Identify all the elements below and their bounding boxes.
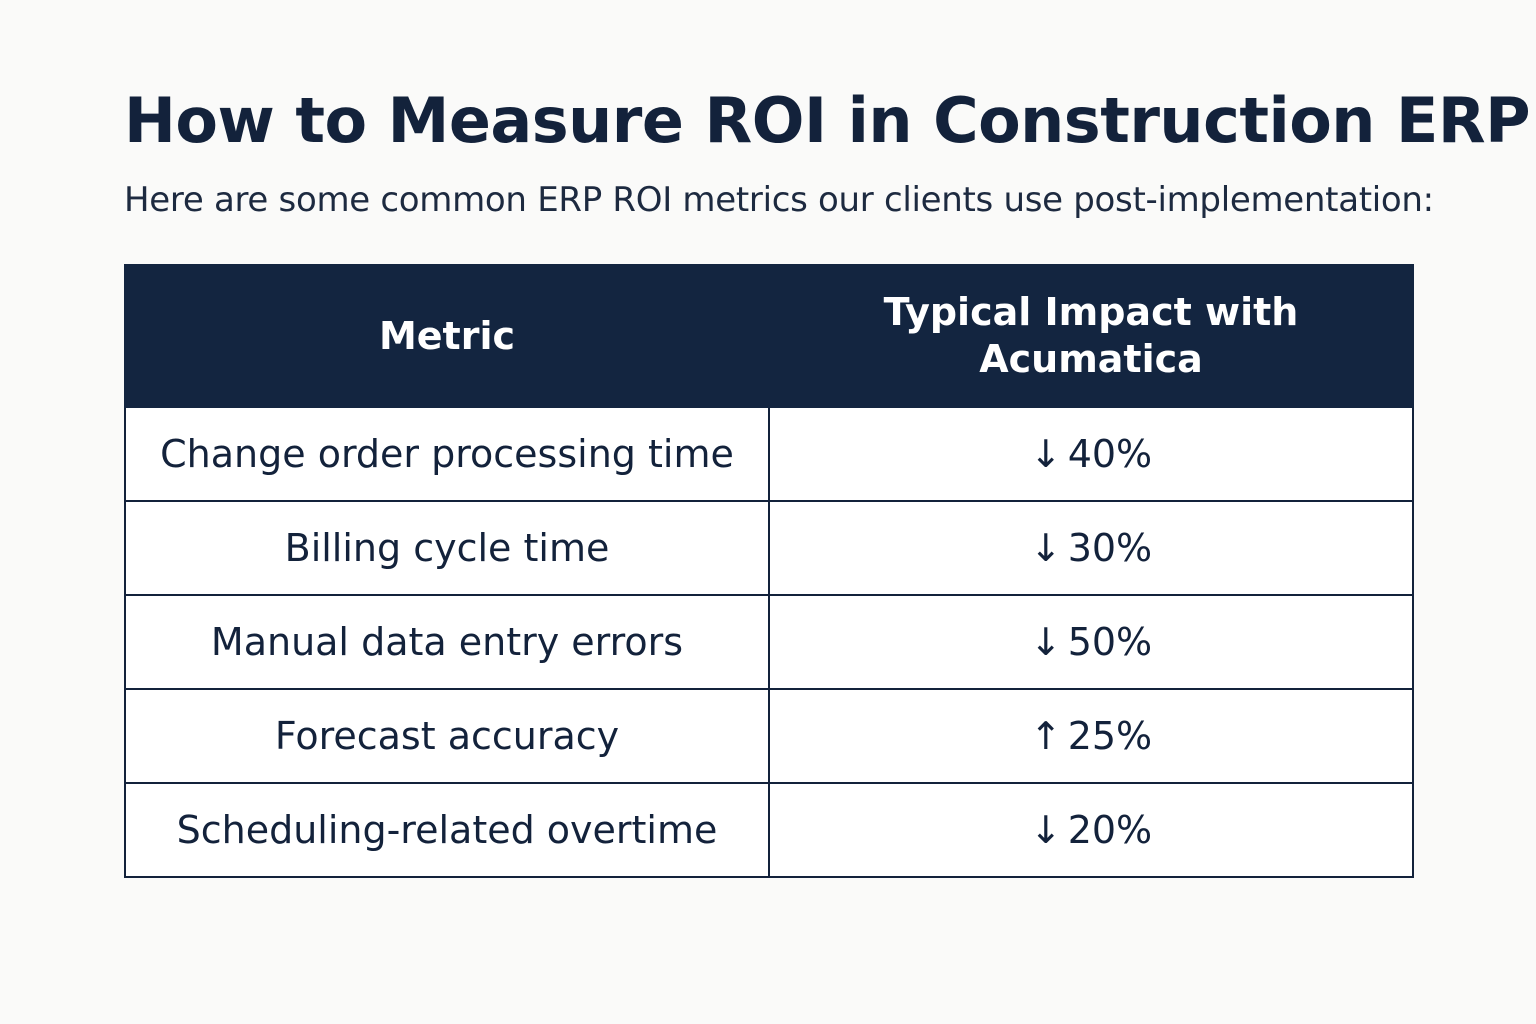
table-row: Forecast accuracy ↑ 25% bbox=[124, 688, 1414, 784]
arrow-down-icon: ↓ bbox=[1029, 526, 1062, 570]
metric-cell: Forecast accuracy bbox=[124, 688, 770, 784]
impact-value: 40% bbox=[1067, 432, 1153, 476]
roi-metrics-table: Metric Typical Impact with Acumatica Cha… bbox=[124, 264, 1414, 878]
arrow-up-icon: ↑ bbox=[1029, 714, 1062, 758]
table-row: Scheduling-related overtime ↓ 20% bbox=[124, 782, 1414, 878]
impact-cell: ↑ 25% bbox=[768, 688, 1414, 784]
metric-cell: Billing cycle time bbox=[124, 500, 770, 596]
table-row: Manual data entry errors ↓ 50% bbox=[124, 594, 1414, 690]
metric-cell: Scheduling-related overtime bbox=[124, 782, 770, 878]
table-row: Billing cycle time ↓ 30% bbox=[124, 500, 1414, 596]
impact-value: 20% bbox=[1067, 808, 1153, 852]
header-metric: Metric bbox=[124, 264, 770, 408]
metric-cell: Change order processing time bbox=[124, 406, 770, 502]
page-title: How to Measure ROI in Construction ERP bbox=[124, 84, 1531, 157]
impact-cell: ↓ 40% bbox=[768, 406, 1414, 502]
impact-cell: ↓ 50% bbox=[768, 594, 1414, 690]
arrow-down-icon: ↓ bbox=[1029, 620, 1062, 664]
impact-value: 50% bbox=[1067, 620, 1153, 664]
impact-cell: ↓ 20% bbox=[768, 782, 1414, 878]
impact-cell: ↓ 30% bbox=[768, 500, 1414, 596]
page-subtitle: Here are some common ERP ROI metrics our… bbox=[124, 180, 1434, 220]
header-impact: Typical Impact with Acumatica bbox=[768, 264, 1414, 408]
metric-cell: Manual data entry errors bbox=[124, 594, 770, 690]
arrow-down-icon: ↓ bbox=[1029, 432, 1062, 476]
table-header-row: Metric Typical Impact with Acumatica bbox=[124, 264, 1414, 408]
arrow-down-icon: ↓ bbox=[1029, 808, 1062, 852]
impact-value: 30% bbox=[1067, 526, 1153, 570]
table-row: Change order processing time ↓ 40% bbox=[124, 406, 1414, 502]
impact-value: 25% bbox=[1067, 714, 1153, 758]
